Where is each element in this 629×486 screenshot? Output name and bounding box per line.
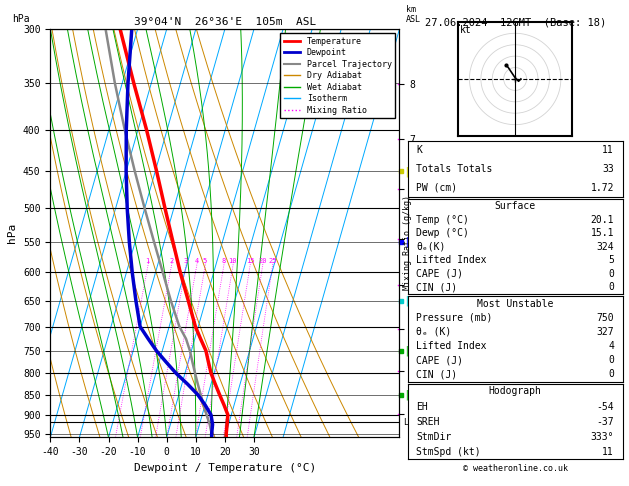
- Text: Surface: Surface: [494, 201, 536, 211]
- Text: θₑ(K): θₑ(K): [416, 242, 445, 252]
- Text: |: |: [404, 389, 410, 400]
- Text: 20: 20: [259, 259, 267, 264]
- Text: StmSpd (kt): StmSpd (kt): [416, 447, 481, 457]
- Text: StmDir: StmDir: [416, 432, 452, 442]
- Text: 1.72: 1.72: [591, 183, 614, 192]
- Text: Mixing Ratio (g/kg): Mixing Ratio (g/kg): [403, 195, 411, 291]
- Text: Hodograph: Hodograph: [489, 386, 542, 397]
- Text: Totals Totals: Totals Totals: [416, 164, 493, 174]
- Text: 15: 15: [246, 259, 254, 264]
- Text: 4: 4: [608, 341, 614, 351]
- Text: 4: 4: [194, 259, 199, 264]
- Text: Temp (°C): Temp (°C): [416, 214, 469, 225]
- Legend: Temperature, Dewpoint, Parcel Trajectory, Dry Adiabat, Wet Adiabat, Isotherm, Mi: Temperature, Dewpoint, Parcel Trajectory…: [281, 34, 395, 118]
- Text: hPa: hPa: [13, 14, 30, 24]
- Text: 11: 11: [603, 145, 614, 155]
- Text: 333°: 333°: [591, 432, 614, 442]
- Text: 3: 3: [184, 259, 188, 264]
- Text: -37: -37: [596, 417, 614, 427]
- Text: 0: 0: [608, 369, 614, 380]
- Text: Dewp (°C): Dewp (°C): [416, 228, 469, 238]
- Text: 10: 10: [228, 259, 237, 264]
- Y-axis label: hPa: hPa: [8, 223, 18, 243]
- Text: 5: 5: [608, 255, 614, 265]
- Text: 750: 750: [596, 312, 614, 323]
- Text: Pressure (mb): Pressure (mb): [416, 312, 493, 323]
- Text: Lifted Index: Lifted Index: [416, 255, 487, 265]
- Text: 20.1: 20.1: [591, 214, 614, 225]
- Text: 1: 1: [146, 259, 150, 264]
- Text: θₑ (K): θₑ (K): [416, 327, 452, 337]
- Text: |: |: [404, 237, 410, 247]
- Text: © weatheronline.co.uk: © weatheronline.co.uk: [463, 464, 567, 473]
- Text: 327: 327: [596, 327, 614, 337]
- Text: 25: 25: [268, 259, 277, 264]
- Text: 0: 0: [608, 269, 614, 279]
- Text: |: |: [404, 346, 410, 356]
- Title: 39°04'N  26°36'E  105m  ASL: 39°04'N 26°36'E 105m ASL: [134, 17, 316, 27]
- Text: -54: -54: [596, 401, 614, 412]
- Text: |: |: [404, 295, 410, 306]
- Text: CAPE (J): CAPE (J): [416, 355, 463, 365]
- Text: 0: 0: [608, 282, 614, 292]
- X-axis label: Dewpoint / Temperature (°C): Dewpoint / Temperature (°C): [134, 463, 316, 473]
- Text: CIN (J): CIN (J): [416, 282, 457, 292]
- Text: 324: 324: [596, 242, 614, 252]
- Text: SREH: SREH: [416, 417, 440, 427]
- Text: LCL: LCL: [404, 418, 418, 427]
- Text: 11: 11: [603, 447, 614, 457]
- Text: Lifted Index: Lifted Index: [416, 341, 487, 351]
- Text: EH: EH: [416, 401, 428, 412]
- Text: 2: 2: [169, 259, 174, 264]
- Text: 5: 5: [203, 259, 207, 264]
- Text: CIN (J): CIN (J): [416, 369, 457, 380]
- Text: 33: 33: [603, 164, 614, 174]
- Text: 8: 8: [221, 259, 226, 264]
- Text: kt: kt: [460, 25, 472, 35]
- Text: Most Unstable: Most Unstable: [477, 298, 554, 309]
- Text: 0: 0: [608, 355, 614, 365]
- Text: PW (cm): PW (cm): [416, 183, 457, 192]
- Text: |: |: [404, 166, 410, 177]
- Text: km
ASL: km ASL: [406, 5, 421, 24]
- Text: K: K: [416, 145, 422, 155]
- Text: 27.06.2024  12GMT  (Base: 18): 27.06.2024 12GMT (Base: 18): [425, 17, 606, 27]
- Text: CAPE (J): CAPE (J): [416, 269, 463, 279]
- Text: 15.1: 15.1: [591, 228, 614, 238]
